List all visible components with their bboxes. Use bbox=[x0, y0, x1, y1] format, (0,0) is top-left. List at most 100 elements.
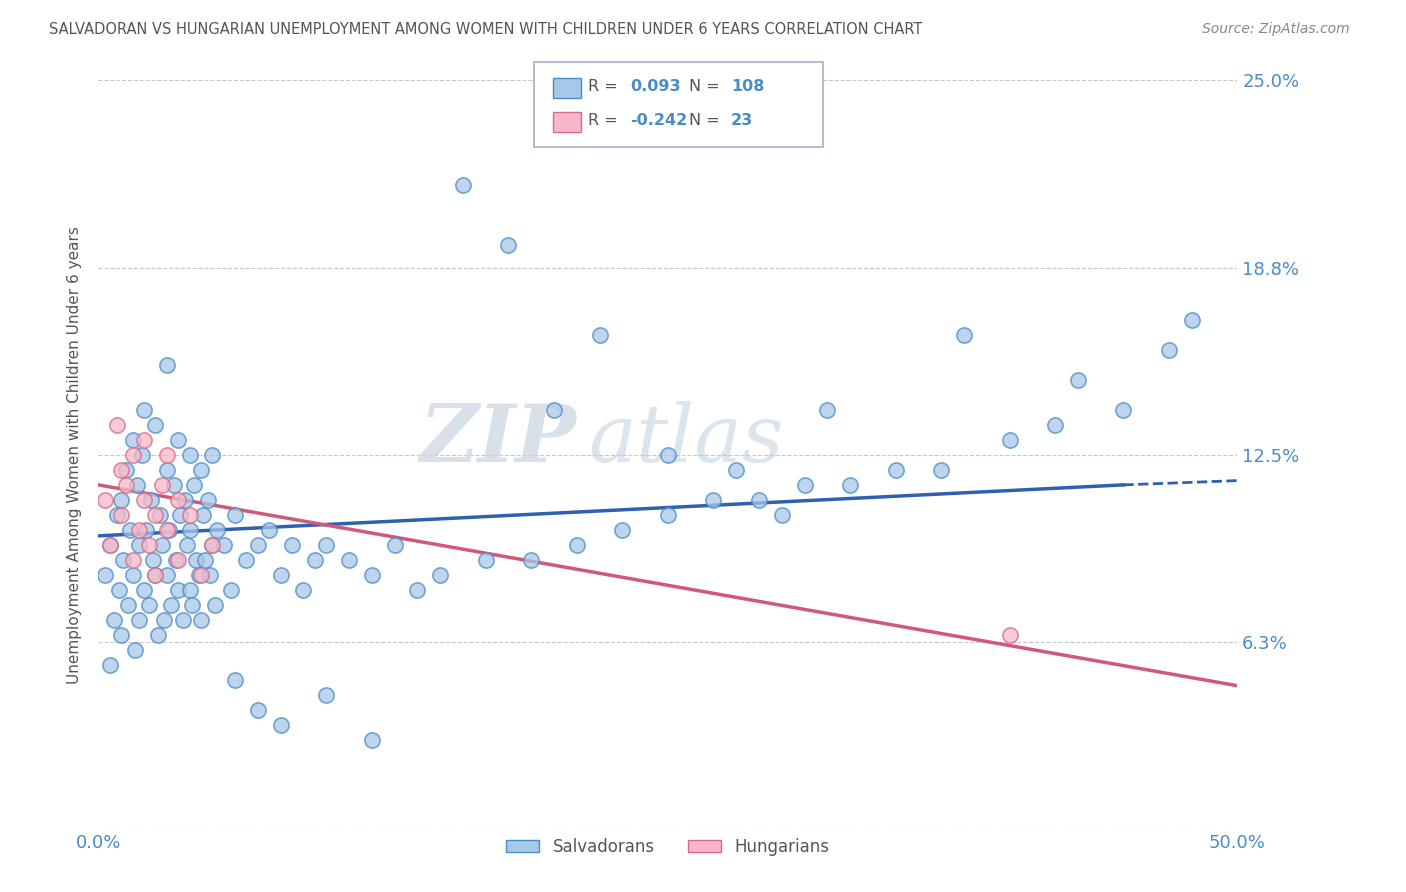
Point bbox=[132, 433, 155, 447]
Point bbox=[281, 538, 304, 552]
Text: 108: 108 bbox=[731, 79, 765, 94]
Text: atlas: atlas bbox=[588, 401, 783, 479]
Point bbox=[156, 358, 179, 372]
Point bbox=[953, 328, 976, 343]
Point bbox=[110, 628, 132, 642]
Point bbox=[157, 523, 180, 537]
Point bbox=[139, 492, 162, 507]
Point bbox=[219, 582, 242, 597]
Point bbox=[108, 582, 131, 597]
Point bbox=[451, 178, 474, 193]
Point bbox=[190, 567, 212, 582]
Point bbox=[815, 403, 838, 417]
Point bbox=[172, 613, 194, 627]
Point bbox=[132, 403, 155, 417]
Point bbox=[337, 553, 360, 567]
Y-axis label: Unemployment Among Women with Children Under 6 years: Unemployment Among Women with Children U… bbox=[66, 226, 82, 684]
Point bbox=[128, 538, 150, 552]
Point bbox=[146, 628, 169, 642]
Point bbox=[142, 553, 165, 567]
Text: SALVADORAN VS HUNGARIAN UNEMPLOYMENT AMONG WOMEN WITH CHILDREN UNDER 6 YEARS COR: SALVADORAN VS HUNGARIAN UNEMPLOYMENT AMO… bbox=[49, 22, 922, 37]
Point bbox=[1181, 313, 1204, 327]
Point bbox=[98, 538, 121, 552]
Point bbox=[120, 523, 142, 537]
Point bbox=[565, 538, 588, 552]
Point bbox=[167, 492, 190, 507]
Point bbox=[212, 538, 235, 552]
Point bbox=[94, 492, 117, 507]
Point bbox=[259, 523, 281, 537]
Text: N =: N = bbox=[689, 79, 720, 94]
Text: ZIP: ZIP bbox=[420, 401, 576, 479]
Point bbox=[406, 582, 429, 597]
Point bbox=[156, 463, 179, 477]
Text: N =: N = bbox=[689, 113, 720, 128]
Point bbox=[167, 582, 190, 597]
Point bbox=[153, 613, 176, 627]
Point bbox=[474, 553, 496, 567]
Point bbox=[167, 433, 190, 447]
Point bbox=[98, 538, 121, 552]
Point bbox=[198, 567, 221, 582]
Point bbox=[114, 463, 136, 477]
Point bbox=[124, 642, 146, 657]
Point bbox=[180, 598, 202, 612]
Point bbox=[156, 567, 179, 582]
Point bbox=[174, 492, 197, 507]
Point bbox=[105, 508, 128, 522]
Point bbox=[612, 523, 634, 537]
Point bbox=[657, 448, 679, 462]
Text: R =: R = bbox=[588, 79, 617, 94]
Point bbox=[725, 463, 748, 477]
Point bbox=[270, 567, 292, 582]
Point bbox=[702, 492, 724, 507]
Point bbox=[193, 508, 215, 522]
Point bbox=[128, 613, 150, 627]
Point bbox=[138, 538, 160, 552]
Point bbox=[128, 523, 150, 537]
Point bbox=[162, 478, 184, 492]
Point bbox=[197, 492, 219, 507]
Point bbox=[520, 553, 543, 567]
Point bbox=[145, 508, 167, 522]
Point bbox=[588, 328, 610, 343]
Point bbox=[121, 567, 143, 582]
Point bbox=[187, 567, 209, 582]
Text: 0.093: 0.093 bbox=[630, 79, 681, 94]
Point bbox=[145, 417, 167, 432]
Point bbox=[998, 433, 1021, 447]
Point bbox=[150, 478, 173, 492]
Point bbox=[884, 463, 907, 477]
Point bbox=[117, 598, 139, 612]
Point bbox=[201, 448, 224, 462]
Text: 23: 23 bbox=[731, 113, 754, 128]
Point bbox=[998, 628, 1021, 642]
Point bbox=[657, 508, 679, 522]
Point bbox=[138, 598, 160, 612]
Point bbox=[145, 567, 167, 582]
Point bbox=[145, 567, 167, 582]
Text: Source: ZipAtlas.com: Source: ZipAtlas.com bbox=[1202, 22, 1350, 37]
Point bbox=[114, 478, 136, 492]
Point bbox=[304, 553, 326, 567]
Point bbox=[121, 433, 143, 447]
Point bbox=[793, 478, 815, 492]
Point bbox=[135, 523, 157, 537]
Point bbox=[156, 448, 179, 462]
Point bbox=[246, 538, 269, 552]
Point bbox=[110, 463, 132, 477]
Point bbox=[201, 538, 224, 552]
Point bbox=[179, 448, 201, 462]
Point bbox=[1067, 373, 1090, 387]
Point bbox=[194, 553, 217, 567]
Point bbox=[748, 492, 770, 507]
Point bbox=[384, 538, 406, 552]
Point bbox=[183, 478, 205, 492]
Point bbox=[315, 688, 337, 702]
Point bbox=[1112, 403, 1135, 417]
Point bbox=[360, 732, 382, 747]
Point bbox=[149, 508, 172, 522]
Point bbox=[165, 553, 187, 567]
Point bbox=[127, 478, 149, 492]
Point bbox=[169, 508, 191, 522]
